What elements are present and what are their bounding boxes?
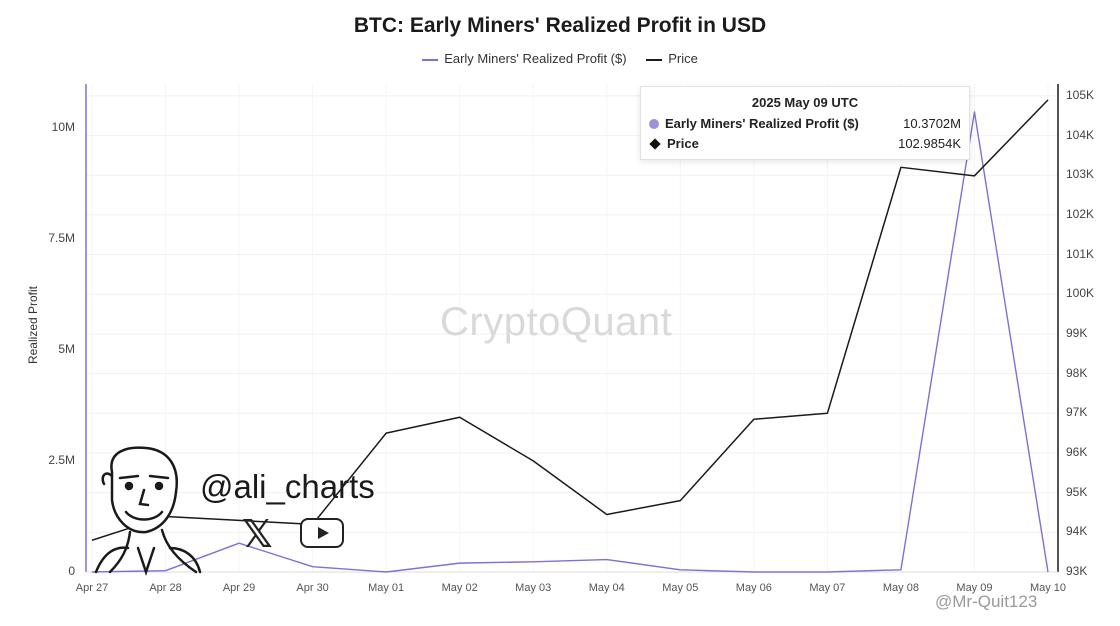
tooltip-row-price: Price 102.9854K [649,136,961,154]
x-tick-label: Apr 28 [149,582,182,594]
youtube-play-icon [300,518,344,548]
chart-title: BTC: Early Miners' Realized Profit in US… [353,14,767,37]
x-tick-label: May 07 [809,582,846,594]
legend: Early Miners' Realized Profit ($) Price [0,51,1120,66]
right-tick-label: 93K [1066,564,1088,578]
x-tick-label: Apr 29 [222,582,256,594]
tooltip-label-price: Price [649,136,699,151]
x-tick-label: May 03 [515,582,552,594]
right-tick-label: 105K [1066,87,1095,102]
legend-swatch-price [646,58,663,61]
right-tick-label: 101K [1066,246,1095,261]
tooltip-date: 2025 May 09 UTC [751,95,859,110]
x-tick-label: May 01 [368,582,405,594]
right-tick-label: 102K [1066,206,1095,221]
tooltip-value-price: 102.9854K [898,136,961,151]
legend-label-price: Price [668,51,698,66]
right-tick-label: 98K [1066,365,1088,380]
legend-label-profit: Early Miners' Realized Profit ($) [444,51,627,66]
tooltip-value-profit: 10.3702M [903,116,961,131]
series-line-profit [91,111,1049,573]
right-tick-label: 104K [1066,127,1095,142]
x-tick-label: May 02 [441,582,478,594]
right-tick-label: 99K [1066,325,1088,340]
legend-swatch-profit [422,58,439,61]
left-tick-label: 5M [58,342,75,357]
tooltip-dot-icon [649,119,659,129]
tooltip-row-profit: Early Miners' Realized Profit ($) 10.370… [649,116,961,134]
handle-text: @ali_charts [200,468,375,505]
watermark: CryptoQuant [440,300,673,344]
credit-watermark: @Mr-Quit123 [935,592,1038,611]
right-tick-label: 94K [1066,524,1088,539]
x-tick-label: May 04 [588,582,625,594]
tooltip-label-price-text: Price [667,136,699,151]
tooltip-label-profit: Early Miners' Realized Profit ($) [649,116,859,131]
x-tick-label: May 10 [1029,582,1067,594]
left-tick-label: 10M [51,120,75,135]
right-tick-label: 97K [1066,405,1088,420]
x-tick-label: Apr 27 [75,582,109,594]
right-tick-label: 96K [1066,444,1088,459]
x-tick-label: May 09 [956,582,993,594]
right-tick-label: 100K [1066,286,1095,301]
x-tick-label: May 06 [735,582,772,594]
x-logo-icon: 𝕏 [242,514,273,556]
left-tick-label: 0 [68,564,75,578]
legend-item-price[interactable]: Price [646,51,698,66]
left-tick-label: 7.5M [48,231,75,246]
tooltip-diamond-icon [649,138,661,150]
series-line-price [91,99,1049,541]
x-tick-label: May 08 [882,582,919,594]
tooltip: 2025 May 09 UTC Early Miners' Realized P… [640,86,970,160]
tooltip-label-profit-text: Early Miners' Realized Profit ($) [665,116,859,131]
legend-item-profit[interactable]: Early Miners' Realized Profit ($) [422,51,627,66]
x-tick-label: Apr 30 [296,582,329,594]
right-tick-label: 103K [1066,167,1095,182]
right-tick-label: 95K [1066,484,1088,499]
left-tick-label: 2.5M [48,453,75,468]
x-tick-label: May 05 [662,582,699,594]
